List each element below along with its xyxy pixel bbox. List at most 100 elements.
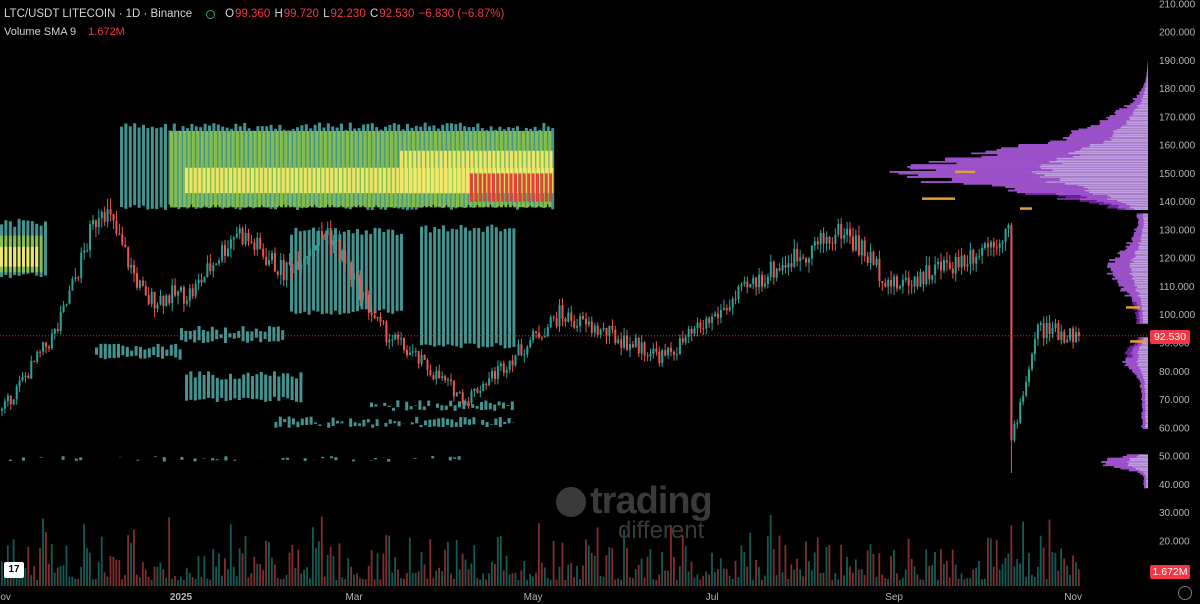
volume-bar (256, 563, 259, 586)
volume-bar (881, 574, 884, 586)
volume-bar (494, 564, 496, 586)
vp-row-segment (1132, 101, 1142, 104)
vp-row-segment (1127, 347, 1133, 350)
vp-row-segment (1090, 125, 1123, 127)
profile-bar (340, 123, 343, 206)
volume-bar (579, 579, 581, 586)
price-axis[interactable]: 20.00030.00040.00050.00060.00070.00080.0… (1148, 0, 1200, 604)
volume-bar (901, 577, 904, 586)
profile-bar (394, 131, 398, 208)
vp-row-segment (1018, 144, 1090, 146)
vp-row-segment (1099, 203, 1126, 205)
volume-bar (1, 561, 3, 586)
candle-body (86, 250, 89, 252)
vp-row-segment (1111, 269, 1132, 272)
volume-bar (485, 579, 487, 586)
volume-bar (878, 553, 881, 586)
candle-body (617, 339, 620, 343)
volume-bar (538, 523, 540, 586)
profile-bar (441, 417, 445, 427)
profile-bar (185, 167, 188, 194)
profile-bar (475, 406, 479, 409)
visible-range-volume-profile (0, 122, 555, 462)
profile-bar (304, 124, 308, 208)
candle-body (291, 264, 294, 273)
vp-row-segment (1142, 418, 1146, 421)
candle-body (312, 250, 314, 252)
candle-body (640, 342, 643, 354)
volume-bar (766, 536, 769, 586)
volume-bar (708, 574, 710, 586)
candle-body (24, 375, 27, 377)
profile-bar (178, 349, 182, 360)
vp-row-segment (1132, 240, 1142, 243)
profile-bar (386, 229, 390, 313)
volume-bar (397, 569, 399, 586)
volume-bar (496, 537, 499, 586)
volume-bar (464, 559, 467, 586)
candle-body (687, 328, 690, 337)
vp-row-segment (1128, 366, 1140, 368)
volume-bar (626, 548, 628, 586)
volume-bar (162, 569, 165, 586)
profile-bar (374, 458, 377, 460)
volume-bar (1072, 555, 1074, 586)
gear-icon[interactable] (1178, 586, 1192, 600)
candle-body (36, 351, 39, 362)
candle-body (323, 235, 326, 237)
volume-bar (590, 553, 593, 586)
candle-body (218, 260, 221, 264)
candle-body (455, 392, 458, 397)
volume-bar (1057, 570, 1060, 586)
profile-bar (453, 457, 457, 459)
profile-bar (470, 173, 473, 202)
volume-bar (567, 564, 570, 586)
volume-bar (361, 578, 364, 586)
candle-body (620, 339, 623, 348)
vp-row-segment (1141, 391, 1146, 394)
profile-bar (214, 131, 217, 208)
last-price-tag: 92.530 (1150, 330, 1190, 344)
vp-row-segment (1135, 230, 1143, 233)
volume-bar (259, 564, 261, 586)
volume-bar (435, 570, 438, 586)
volume-bar (141, 562, 144, 586)
profile-bar (395, 234, 399, 312)
candle-body (279, 260, 282, 275)
profile-bar (507, 418, 511, 424)
candle-body (878, 258, 881, 282)
volume-indicator-label[interactable]: Volume SMA 9 (4, 26, 77, 38)
fixed-range-volume-profile (889, 60, 1148, 489)
candle-body (206, 263, 209, 277)
profile-bar (264, 167, 268, 194)
vp-row-segment (1127, 349, 1139, 351)
volume-bar (1051, 552, 1054, 586)
tradingview-logo-icon[interactable]: 17 (4, 562, 24, 578)
profile-bar (219, 334, 223, 339)
candle-body (300, 263, 303, 270)
candle-body (796, 249, 799, 262)
profile-bar (211, 374, 215, 399)
vp-orange-marker (1126, 306, 1140, 309)
vp-row-segment (1133, 233, 1142, 236)
profile-bar (247, 128, 251, 207)
vp-row-segment (1114, 466, 1133, 468)
profile-bar (533, 126, 537, 208)
time-axis[interactable]: Nov2025MarMayJulSepNov2026MarMayJulSepNo… (0, 587, 1200, 604)
profile-bar (211, 458, 215, 461)
profile-bar (13, 246, 17, 267)
vp-orange-marker (922, 197, 955, 200)
profile-bar (133, 123, 137, 206)
volume-bar (1004, 557, 1007, 586)
volume-bar (532, 576, 534, 586)
vp-row-segment (1120, 289, 1136, 292)
vp-row-segment (1138, 222, 1144, 224)
candle-body (587, 321, 590, 325)
candle-body (364, 292, 367, 295)
profile-bar (207, 167, 210, 194)
profile-bar (150, 126, 154, 209)
profile-bar (295, 378, 298, 402)
symbol-title[interactable]: LTC/USDT LITECOIN · 1D · Binance (4, 8, 193, 20)
ohlc-values: O99.360 H99.720 L92.230 C92.530 −6.830 (… (225, 8, 505, 20)
